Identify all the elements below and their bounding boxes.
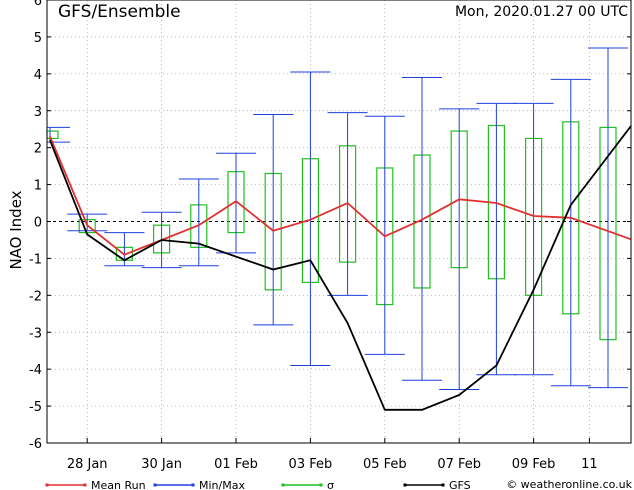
y-tick-label: 0 — [34, 216, 42, 231]
y-tick-label: -4 — [29, 363, 42, 378]
legend-marker-sigma — [319, 483, 323, 487]
legend-label-sigma: σ — [327, 479, 334, 490]
gfs-line — [49, 125, 632, 411]
x-tick-label: 09 Feb — [512, 457, 556, 472]
mean-run-line — [49, 136, 632, 256]
x-tick-label: 03 Feb — [289, 457, 333, 472]
legend-label-minmax: Min/Max — [199, 479, 245, 490]
y-tick-label: 5 — [34, 31, 42, 46]
chart-title-left: GFS/Ensemble — [58, 2, 181, 22]
y-tick-label: -6 — [29, 437, 42, 452]
x-tick-label: 07 Feb — [437, 457, 481, 472]
legend-marker-mean — [83, 483, 87, 487]
axis-ticks: -6 -5 -4 -3 -2 -1 0 1 2 3 4 5 6 28 Jan 30 Jan 01 Feb 03 … — [29, 0, 631, 472]
y-tick-label: 6 — [34, 0, 42, 9]
y-tick-label: 4 — [34, 68, 42, 83]
y-tick-label: 2 — [34, 142, 42, 157]
chart-title-right: Mon, 2020.01.27 00 UTC — [455, 4, 628, 20]
legend-marker-sigma — [281, 483, 285, 487]
y-tick-label: -2 — [29, 289, 42, 304]
legend-marker-mean — [45, 483, 49, 487]
y-tick-label: -1 — [29, 252, 42, 267]
x-tick-label: 30 Jan — [141, 457, 182, 472]
credit-text: © weatheronline.co.uk — [506, 478, 632, 490]
x-tick-label: 28 Jan — [67, 457, 108, 472]
y-tick-label: 1 — [34, 179, 42, 194]
x-tick-label: 05 Feb — [363, 457, 407, 472]
legend-marker-minmax — [191, 483, 195, 487]
x-tick-label: 01 Feb — [214, 457, 258, 472]
y-axis-label: NAO Index — [7, 190, 25, 269]
x-tick-label: 11 — [581, 457, 598, 472]
series-lines — [49, 125, 632, 411]
legend-marker-minmax — [153, 483, 157, 487]
legend-marker-gfs — [403, 483, 407, 487]
y-tick-label: -3 — [29, 326, 42, 341]
legend: Mean Run Min/Max σ GFS — [45, 479, 471, 490]
y-tick-label: -5 — [29, 400, 42, 415]
y-tick-label: 3 — [34, 105, 42, 120]
legend-marker-gfs — [441, 483, 445, 487]
legend-label-mean: Mean Run — [91, 479, 146, 490]
legend-label-gfs: GFS — [449, 479, 471, 490]
